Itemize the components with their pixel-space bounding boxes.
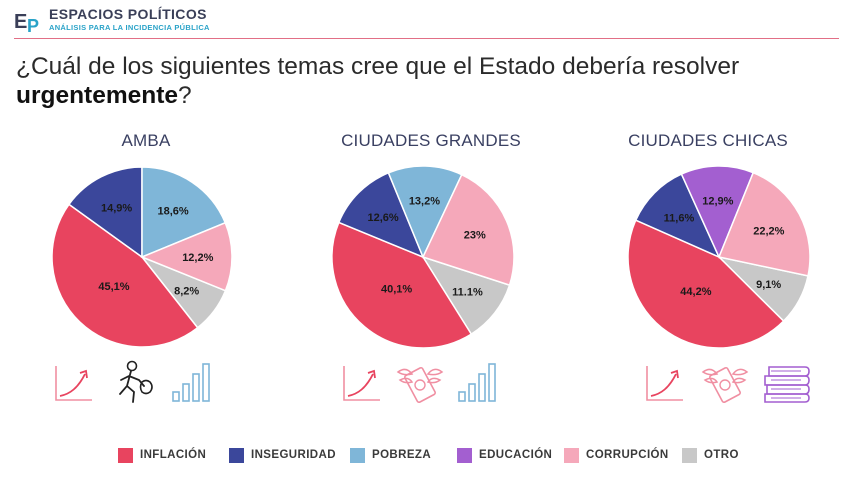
chart-title-ciudades-chicas: CIUDADES CHICAS: [628, 131, 788, 150]
question-emphasis: urgentemente: [16, 82, 179, 109]
pie-slice-label: 22,2%: [753, 226, 784, 238]
pie-slice-inflacion: [51, 203, 199, 348]
legend-swatch: [457, 448, 472, 463]
pie-slice-label: 45,1%: [98, 281, 129, 293]
legend-label: POBREZA: [372, 449, 432, 461]
inflation-chart-icon: [646, 366, 683, 401]
inflation-chart-icon: [55, 366, 92, 401]
pie-slice-label: 40,1%: [381, 283, 412, 295]
pie-chart-ciudades-chicas: 9,1% 44,2% 11,6% 12,9% 22,2%: [627, 165, 811, 349]
chart-title-amba: AMBA: [121, 131, 171, 150]
legend-label: INFLACIÓN: [140, 449, 207, 461]
pie-slice-inflacion: [627, 219, 785, 349]
question-prefix: ¿Cuál de los siguientes temas cree que e…: [16, 53, 740, 80]
pie-slice-corrupcion: [717, 171, 811, 277]
brand-tagline: ANÁLISIS PARA LA INCIDENCIA PÚBLICA: [49, 23, 210, 32]
legend-swatch: [564, 448, 579, 463]
legend: INFLACIÓN INSEGURIDAD POBREZA EDUCACIÓN …: [118, 445, 758, 467]
pie-slice-label: 44,2%: [680, 286, 711, 298]
icons-ciudades-grandes: [340, 360, 510, 406]
svg-text:E: E: [14, 11, 27, 33]
survey-question: ¿Cuál de los siguientes temas cree que e…: [16, 52, 836, 110]
pie-slice-label: 8,2%: [174, 286, 199, 298]
pie-slice-pobreza: [141, 166, 227, 259]
pie-slice-corrupcion: [140, 221, 233, 292]
icons-ciudades-chicas: [643, 360, 818, 406]
header: E P ESPACIOS POLÍTICOS ANÁLISIS PARA LA …: [14, 5, 839, 35]
icons-amba: [52, 360, 222, 406]
thief-running-icon: [119, 360, 153, 403]
pie-slice-label: 11,6%: [664, 212, 695, 224]
pie-slice-label: 23%: [464, 230, 486, 242]
question-suffix: ?: [178, 82, 192, 109]
legend-label: CORRUPCIÓN: [586, 449, 669, 461]
legend-label: OTRO: [704, 449, 739, 461]
pie-slice-inseguridad: [337, 171, 425, 259]
legend-swatch: [229, 448, 244, 463]
espacios-politicos-logo: E P: [14, 11, 39, 35]
legend-swatch: [350, 448, 365, 463]
pie-chart-amba: 8,2% 45,1% 14,9% 18,6% 12,2%: [51, 166, 233, 348]
poverty-bars-icon: [172, 363, 210, 402]
legend-swatch: [118, 448, 133, 463]
brand-name: ESPACIOS POLÍTICOS: [49, 6, 207, 22]
pie-slice-label: 12,6%: [368, 212, 399, 224]
pie-slice-inseguridad: [634, 173, 721, 259]
pie-slice-inflacion: [331, 221, 473, 349]
pie-slice-corrupcion: [421, 173, 515, 287]
pie-slice-label: 13,2%: [409, 196, 440, 208]
pie-slice-label: 14,9%: [101, 202, 132, 214]
legend-label: EDUCACIÓN: [479, 449, 553, 461]
svg-text:P: P: [27, 16, 39, 35]
pie-slice-pobreza: [387, 165, 463, 259]
inflation-chart-icon: [343, 366, 380, 401]
pie-slice-label: 18,6%: [157, 206, 188, 218]
pie-slice-inseguridad: [67, 166, 143, 259]
chart-title-ciudades-grandes: CIUDADES GRANDES: [341, 131, 521, 150]
legend-swatch: [682, 448, 697, 463]
pie-chart-ciudades-grandes: 11.1% 40,1% 12,6% 13,2% 23%: [331, 165, 515, 349]
books-stack-icon: [764, 366, 810, 403]
flying-money-icon: [701, 366, 749, 404]
pie-slice-label: 9,1%: [756, 279, 781, 291]
pie-slice-label: 12,9%: [702, 196, 733, 208]
flying-money-icon: [396, 366, 444, 404]
pie-slice-label: 12,2%: [182, 252, 213, 264]
legend-label: INSEGURIDAD: [251, 449, 336, 461]
pie-slice-educacion: [680, 165, 755, 259]
poverty-bars-icon: [458, 363, 496, 402]
pie-slice-label: 11.1%: [452, 287, 483, 299]
header-divider: [14, 38, 839, 39]
